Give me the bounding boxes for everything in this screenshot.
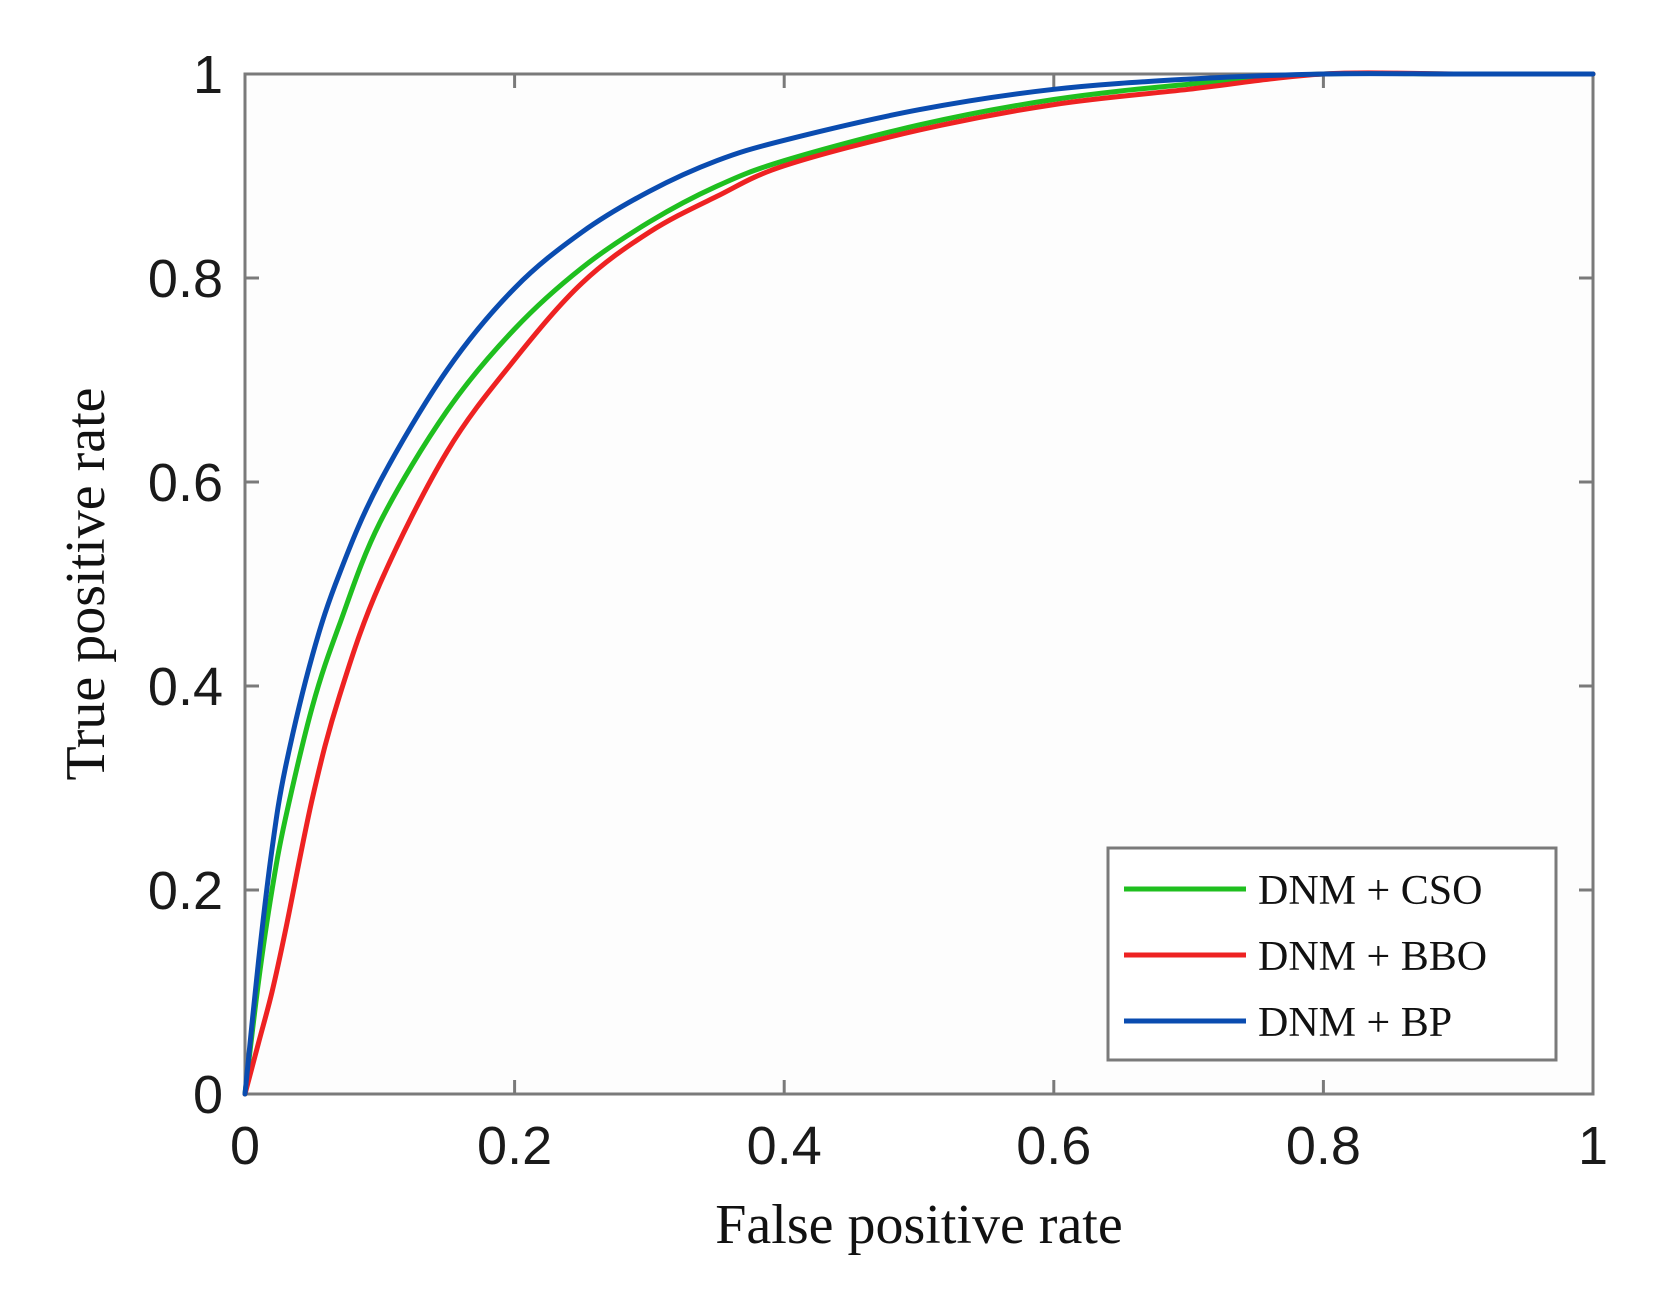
y-tick-label: 0.2 (148, 861, 223, 921)
x-tick-label: 0.8 (1286, 1116, 1361, 1176)
x-tick-label: 1 (1578, 1116, 1608, 1176)
legend-label-bp: DNM + BP (1258, 1000, 1452, 1046)
y-tick-label: 0.6 (148, 453, 223, 513)
x-tick-label: 0 (230, 1116, 260, 1176)
legend-label-cso: DNM + CSO (1258, 868, 1482, 914)
series-line-bp (242, 71, 1596, 1097)
legend: DNM + CSO DNM + BBO DNM + BP (1106, 846, 1558, 1062)
y-axis-title: True positive rate (55, 388, 117, 781)
y-tick-label: 0.4 (148, 657, 223, 717)
x-tick-label: 0.4 (747, 1116, 822, 1176)
y-axis-ticks: 0 0.2 0.4 0.6 0.8 1 (148, 45, 1593, 1125)
series-line-bbo (242, 70, 1596, 1097)
y-tick-label: 0.8 (148, 249, 223, 309)
x-axis-title: False positive rate (715, 1194, 1122, 1256)
y-tick-label: 1 (193, 45, 223, 105)
series-lines (242, 70, 1596, 1097)
y-tick-label: 0 (193, 1065, 223, 1125)
x-tick-label: 0.6 (1016, 1116, 1091, 1176)
axes-frame (243, 72, 1595, 1096)
legend-label-bbo: DNM + BBO (1258, 934, 1487, 980)
series-line-cso (242, 70, 1596, 1097)
x-tick-label: 0.2 (477, 1116, 552, 1176)
x-axis-ticks: 0 0.2 0.4 0.6 0.8 1 (230, 74, 1608, 1176)
